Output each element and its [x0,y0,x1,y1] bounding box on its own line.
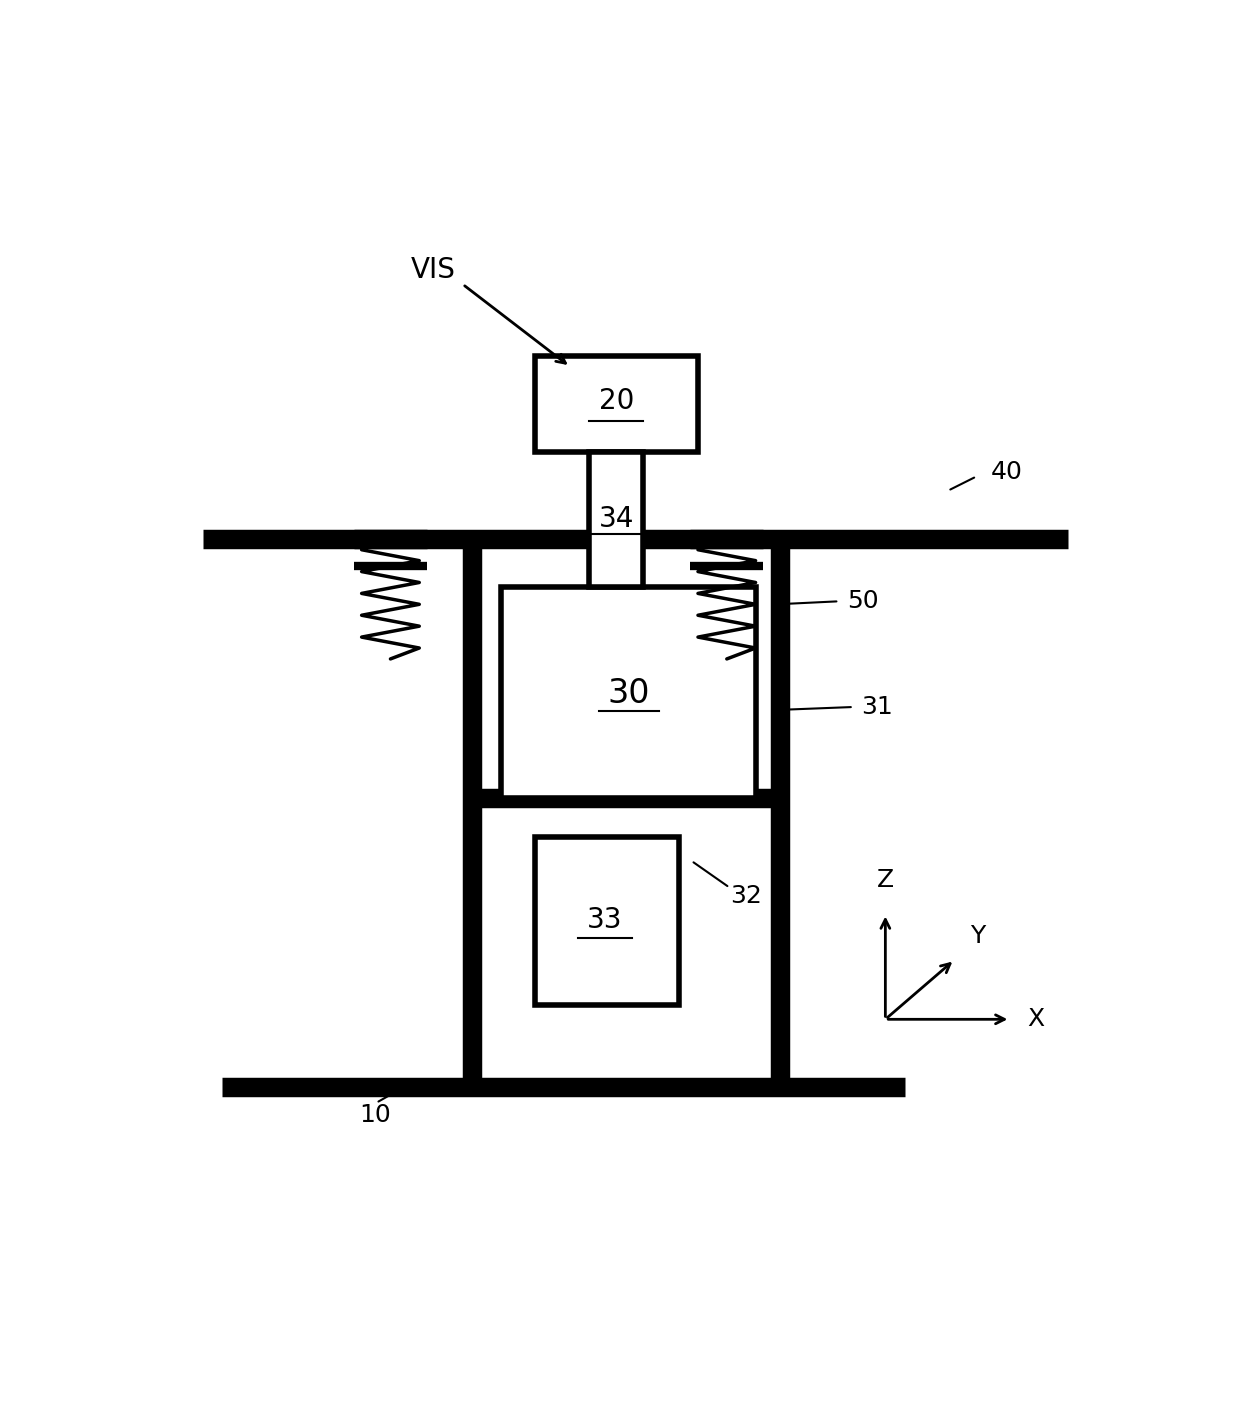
Text: 31: 31 [862,695,893,719]
Text: 40: 40 [991,460,1023,484]
Bar [472,799,780,1087]
Bar [534,837,678,1005]
Text: 20: 20 [599,387,634,416]
Bar [589,453,644,587]
Text: Z: Z [877,868,894,893]
Text: 34: 34 [599,505,634,532]
Text: 30: 30 [608,677,650,710]
Bar [501,587,755,799]
Text: 33: 33 [587,907,622,934]
Text: 32: 32 [729,884,761,908]
Text: Y: Y [970,924,985,948]
Text: 10: 10 [360,1104,392,1128]
Bar [534,356,698,453]
Text: 50: 50 [847,589,879,613]
Text: X: X [1028,1007,1045,1032]
Text: VIS: VIS [412,255,456,284]
